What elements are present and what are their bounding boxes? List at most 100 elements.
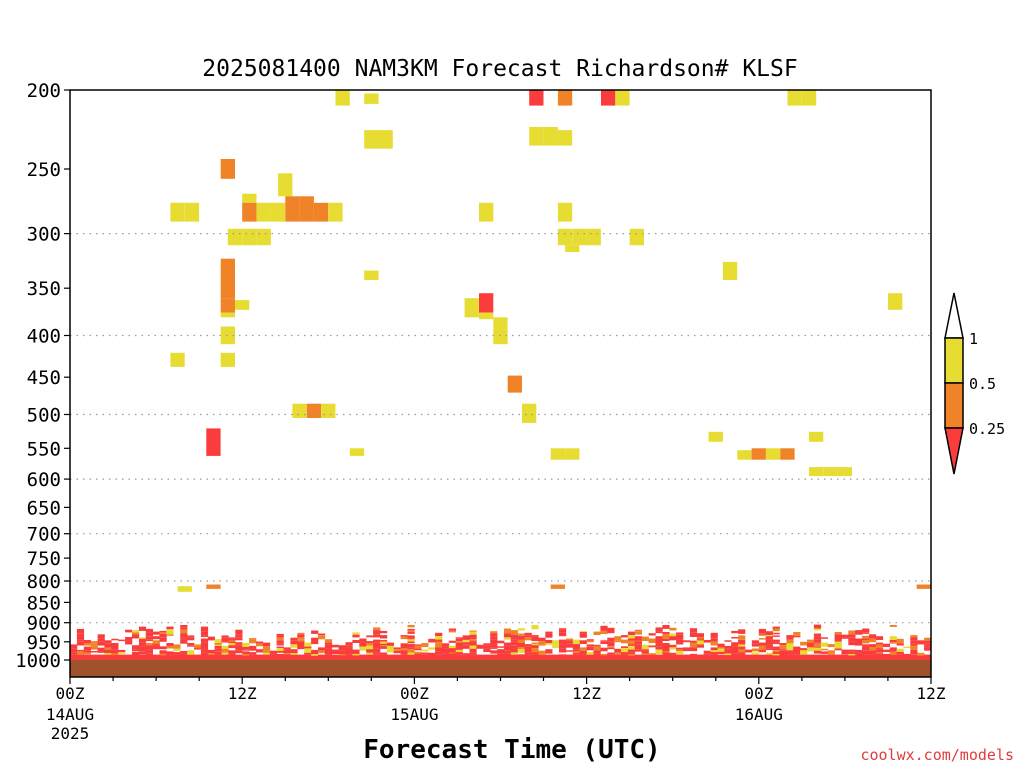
- ri-cell: [841, 634, 849, 638]
- ri-cell: [435, 652, 443, 655]
- ri-cell: [407, 638, 415, 640]
- ri-cell: [531, 625, 539, 630]
- ri-cell: [593, 645, 601, 651]
- ri-cell: [572, 651, 580, 653]
- ri-cell: [352, 634, 360, 638]
- ri-cell: [138, 637, 147, 639]
- ri-cell: [621, 654, 629, 660]
- ri-cell: [751, 654, 760, 660]
- x-tick-label: 12Z: [228, 684, 257, 703]
- x-date-label: 15AUG: [390, 705, 438, 724]
- ri-cell: [220, 326, 235, 345]
- ri-cell: [862, 650, 870, 655]
- ri-cell: [442, 648, 450, 651]
- ri-cell: [256, 202, 271, 222]
- ri-cell: [813, 639, 822, 643]
- ri-cell: [104, 647, 112, 650]
- ri-cell: [297, 641, 305, 646]
- ri-cell: [235, 645, 243, 651]
- ri-cell: [490, 631, 498, 634]
- ri-cell: [889, 640, 897, 643]
- ri-cell: [90, 645, 98, 650]
- ri-cell: [435, 636, 443, 640]
- ri-cell: [324, 654, 333, 660]
- ri-cell: [621, 635, 629, 638]
- ri-cell: [421, 649, 429, 652]
- ri-cell: [331, 649, 339, 654]
- ri-cell: [132, 653, 140, 656]
- ri-cell: [324, 648, 333, 651]
- y-tick-label: 250: [27, 159, 61, 181]
- ri-cell: [311, 641, 319, 645]
- ri-cell: [228, 654, 236, 660]
- ri-cell: [772, 642, 780, 645]
- ri-cell: [565, 644, 574, 648]
- ri-cell: [634, 644, 642, 650]
- ri-cell: [145, 646, 153, 650]
- ri-cell: [407, 652, 415, 655]
- ri-cell: [572, 649, 580, 652]
- ri-cell: [256, 228, 271, 246]
- ri-cell: [297, 637, 305, 640]
- ri-cell: [765, 654, 773, 660]
- ri-cell: [621, 639, 629, 644]
- x-tick-label: 00Z: [744, 684, 773, 703]
- ri-cell: [772, 635, 780, 637]
- ri-cell: [111, 638, 119, 641]
- ri-cell: [304, 652, 312, 655]
- ri-cell: [517, 647, 525, 650]
- ri-cell: [145, 632, 153, 634]
- ri-cell: [559, 632, 567, 637]
- ri-cell: [538, 644, 546, 646]
- ri-cell: [517, 635, 525, 640]
- ri-cell: [855, 630, 863, 635]
- ri-cell: [145, 639, 153, 642]
- ri-cell: [557, 130, 573, 146]
- ri-cell: [338, 650, 346, 654]
- ri-cell: [813, 628, 822, 631]
- ri-cell: [834, 654, 842, 660]
- ri-cell: [400, 635, 408, 637]
- ri-cell: [414, 644, 422, 646]
- ri-cell: [669, 654, 677, 660]
- ri-cell: [76, 633, 85, 637]
- ri-cell: [717, 647, 725, 649]
- ri-cell: [552, 654, 560, 660]
- ri-cell: [793, 646, 801, 651]
- ri-cell: [710, 632, 718, 638]
- ri-cell: [290, 644, 298, 648]
- ri-cell: [717, 643, 725, 648]
- ri-cell: [676, 649, 684, 652]
- ri-cell: [827, 653, 835, 655]
- ri-cell: [70, 648, 78, 653]
- ri-cell: [545, 633, 553, 638]
- ri-cell: [170, 202, 185, 222]
- ri-cell: [448, 653, 456, 656]
- ri-cell: [276, 640, 284, 644]
- ri-cell: [448, 628, 456, 631]
- ri-cell: [359, 646, 367, 651]
- ri-cell: [76, 637, 85, 640]
- ri-cell: [170, 352, 185, 367]
- ri-cell: [242, 647, 250, 650]
- ri-cell: [641, 636, 649, 639]
- ri-cell: [559, 639, 567, 642]
- ri-cell: [807, 647, 815, 652]
- ri-cell: [290, 654, 298, 660]
- ri-cell: [676, 634, 684, 636]
- ri-cell: [187, 635, 195, 638]
- ri-cell: [400, 652, 408, 655]
- ri-cell: [627, 644, 636, 646]
- ri-cell: [497, 654, 505, 660]
- ri-cell: [841, 649, 849, 653]
- ri-cell: [634, 654, 642, 660]
- ri-cell: [600, 641, 608, 644]
- ri-cell: [524, 649, 532, 653]
- ri-cell: [490, 647, 498, 649]
- ri-cell: [318, 650, 326, 654]
- ri-cell: [827, 650, 835, 654]
- ri-cell: [875, 649, 884, 653]
- ri-cell: [524, 632, 532, 636]
- ri-cell: [669, 652, 677, 655]
- ri-cell: [373, 639, 381, 643]
